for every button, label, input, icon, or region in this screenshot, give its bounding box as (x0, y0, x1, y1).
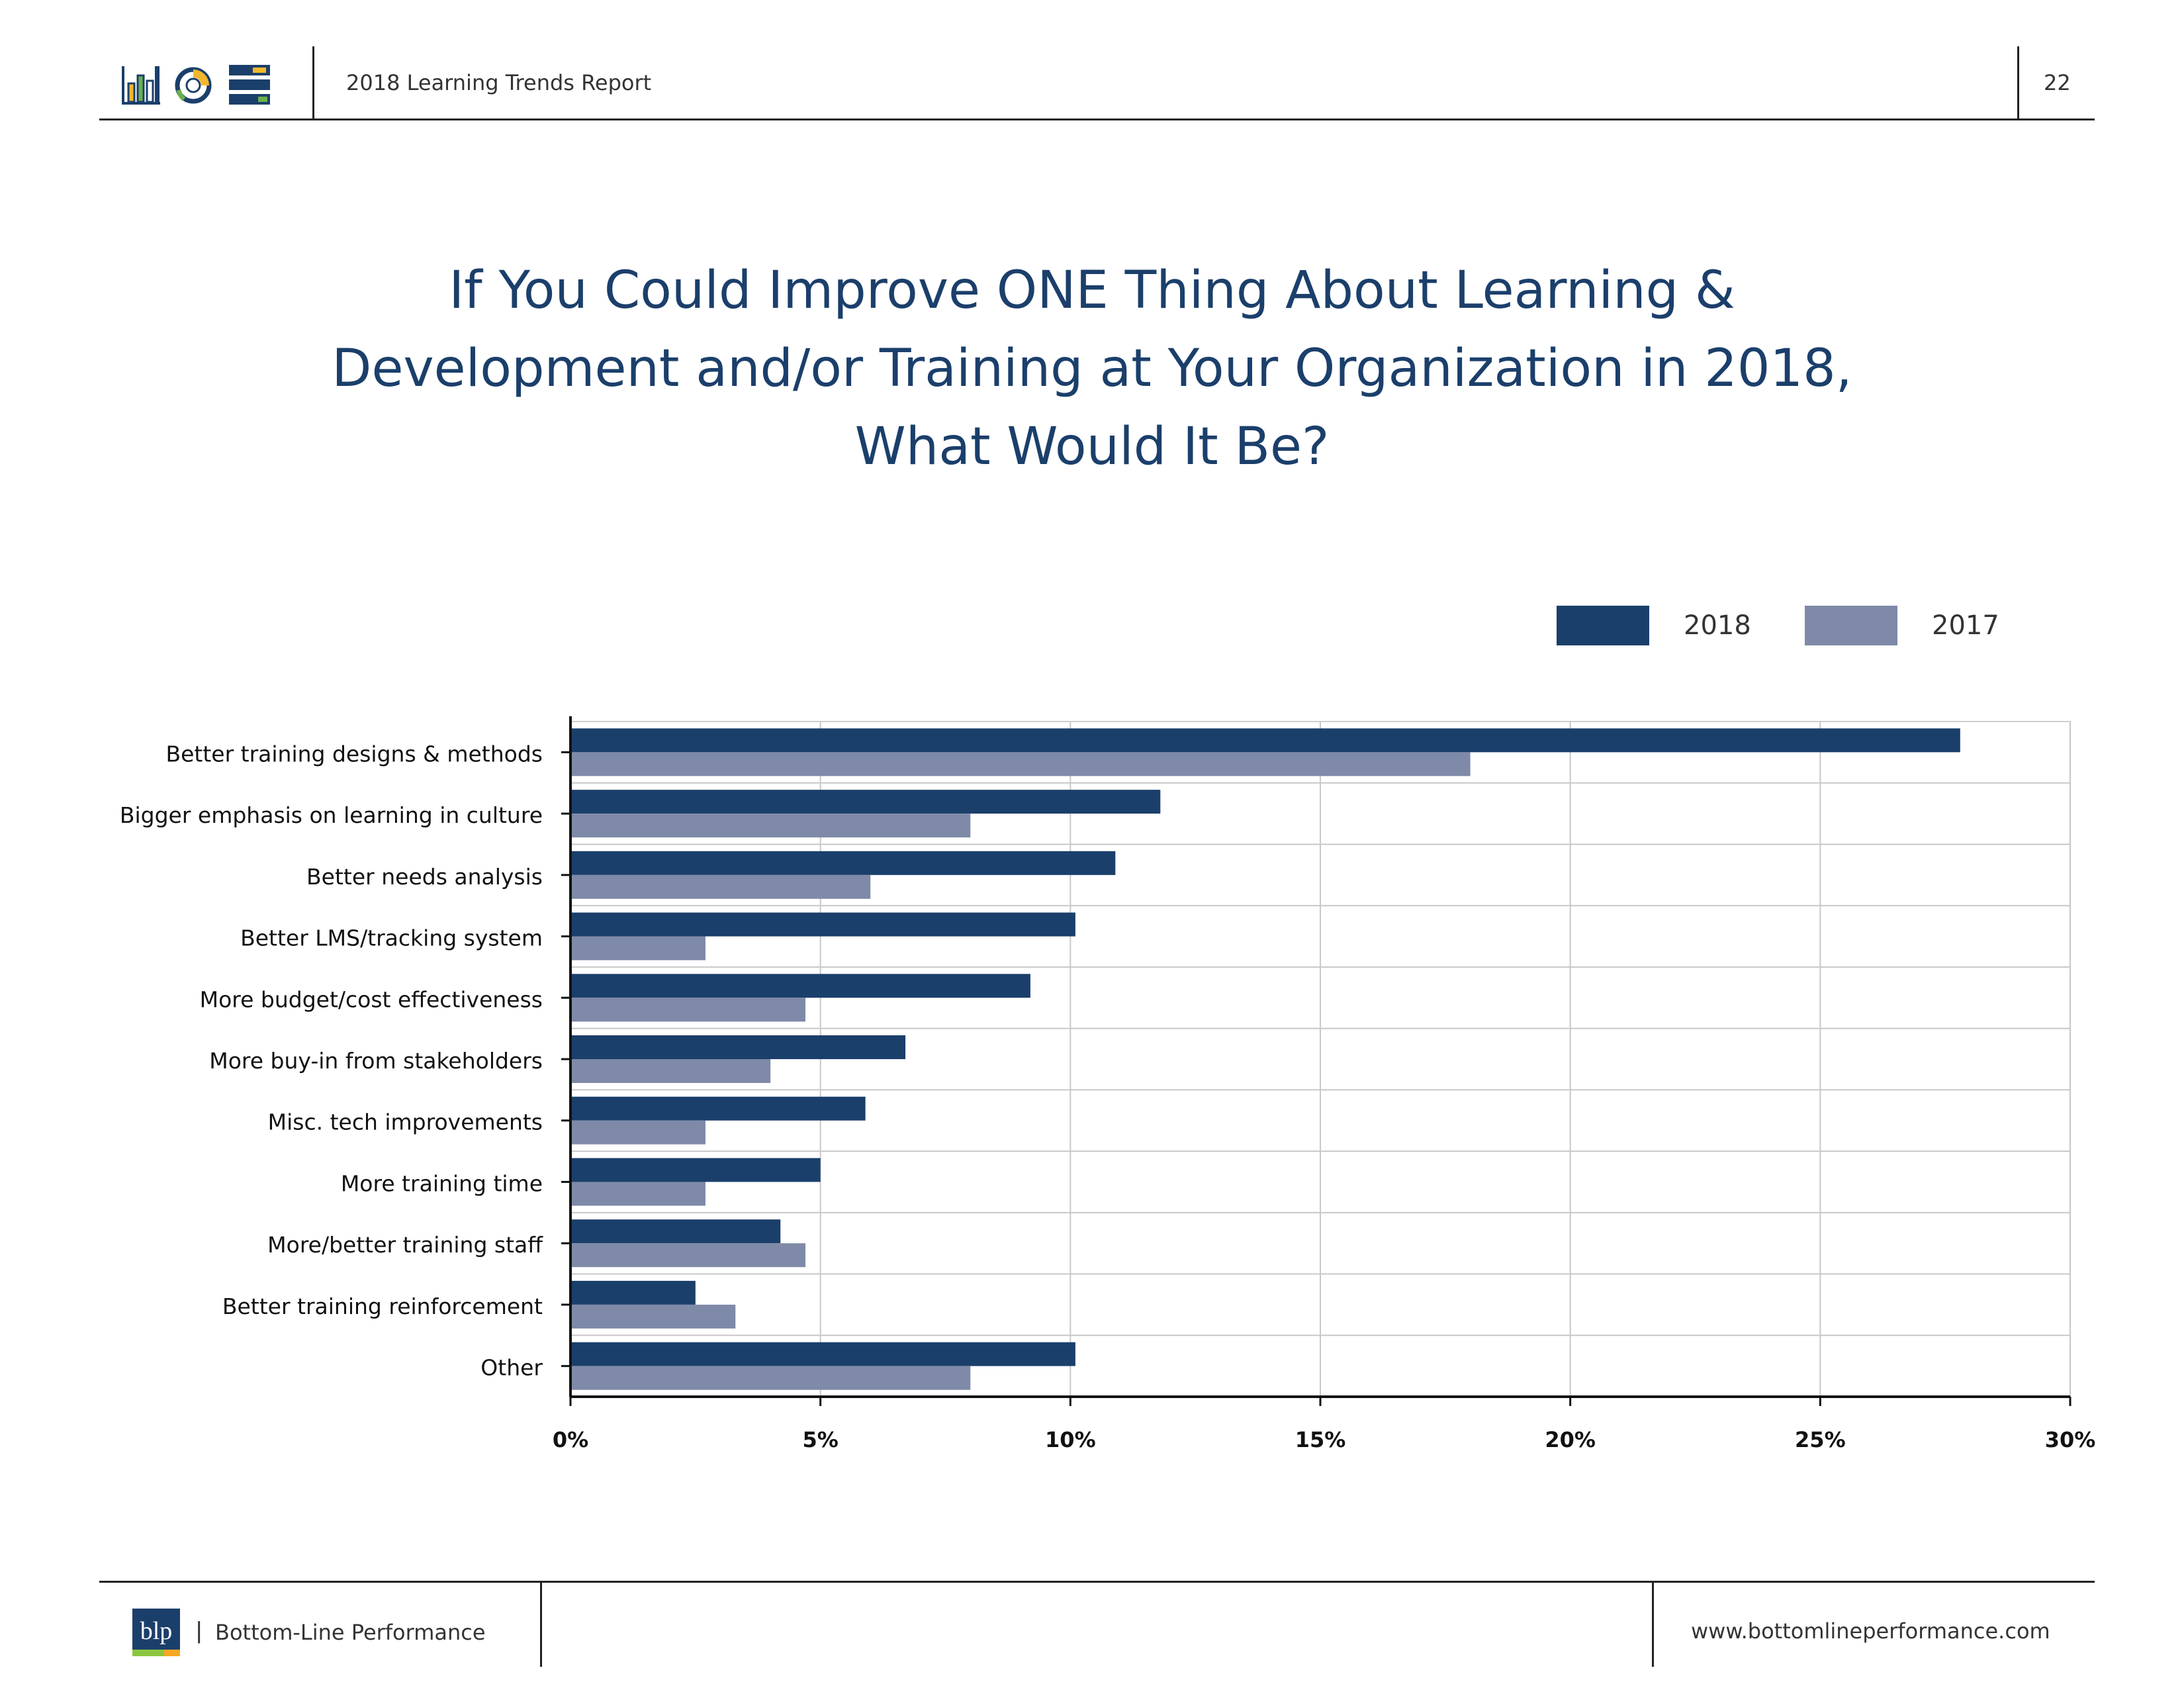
bar-chart: Better training designs & methods Bigger … (120, 716, 2096, 1452)
bar-2018 (570, 790, 1161, 814)
list-chart-icon (229, 65, 270, 105)
bar-chart-icon (122, 66, 160, 105)
bar-2017 (570, 1243, 806, 1268)
legend-label-2017: 2017 (1932, 610, 1999, 641)
bar-2018 (570, 974, 1030, 998)
category-label: More training time (341, 1170, 543, 1196)
bar-2017 (570, 752, 1471, 776)
bar-2017 (570, 1120, 705, 1145)
bar-2017 (570, 814, 971, 838)
legend-item-2018: 2018 (1557, 606, 1751, 645)
bar-2018 (570, 912, 1075, 937)
category-label: Better training reinforcement (222, 1293, 543, 1319)
blp-logo-mark: blp (132, 1609, 180, 1656)
bar-2018 (570, 1342, 1075, 1366)
x-tick-label: 15% (1295, 1427, 1346, 1452)
bar-2017 (570, 1366, 971, 1390)
company-name: Bottom-Line Performance (215, 1620, 486, 1645)
bar-2018 (570, 1035, 906, 1059)
bar-2018 (570, 1280, 696, 1305)
chart-legend: 2018 2017 (1557, 606, 2020, 645)
bar-2017 (570, 874, 871, 899)
bar-2018 (570, 1158, 821, 1182)
category-label: Other (480, 1355, 543, 1381)
x-tick-label: 0% (553, 1427, 588, 1452)
bar-2018 (570, 1096, 866, 1121)
legend-label-2018: 2018 (1684, 610, 1751, 641)
x-tick-label: 5% (803, 1427, 839, 1452)
header-divider-right (2017, 46, 2019, 119)
category-label: More buy-in from stakeholders (209, 1048, 543, 1074)
category-label: Bigger emphasis on learning in culture (120, 802, 543, 828)
header-rule (99, 118, 2095, 120)
bar-2017 (570, 936, 705, 961)
bar-2017 (570, 998, 806, 1022)
footer-rule (99, 1581, 2095, 1583)
category-label: More budget/cost effectiveness (200, 986, 543, 1012)
x-tick-label: 20% (1545, 1427, 1596, 1452)
category-label: Better needs analysis (306, 864, 543, 890)
category-label: More/better training staff (267, 1232, 543, 1258)
legend-swatch-2018 (1557, 606, 1649, 645)
legend-swatch-2017 (1805, 606, 1897, 645)
category-label: Better LMS/tracking system (240, 925, 543, 951)
footer-divider-left (540, 1581, 542, 1667)
x-tick-label: 30% (2045, 1427, 2096, 1452)
category-label: Better training designs & methods (165, 741, 543, 767)
blp-logo-text: blp (140, 1617, 173, 1645)
footer-divider-right (1652, 1581, 1654, 1667)
blp-logo: blp (132, 1609, 180, 1656)
bar-2018 (570, 1219, 781, 1244)
x-tick-label: 10% (1045, 1427, 1096, 1452)
header-divider-left (312, 46, 314, 119)
report-title: 2018 Learning Trends Report (346, 70, 652, 95)
header-icon-group (122, 65, 270, 105)
x-tick-label: 25% (1795, 1427, 1846, 1452)
donut-chart-icon (175, 67, 212, 104)
category-label: Misc. tech improvements (268, 1109, 543, 1135)
bar-2017 (570, 1059, 771, 1083)
company-separator: | (196, 1617, 203, 1644)
page-number: 22 (2044, 70, 2071, 95)
bar-2017 (570, 1304, 736, 1329)
header-icons (120, 61, 273, 107)
bar-2017 (570, 1182, 705, 1206)
legend-item-2017: 2017 (1805, 606, 1999, 645)
website-link[interactable]: www.bottomlineperformance.com (1691, 1618, 2050, 1644)
bar-2018 (570, 851, 1116, 875)
bar-2018 (570, 728, 1960, 753)
chart-title: If You Could Improve ONE Thing About Lea… (332, 261, 1852, 477)
